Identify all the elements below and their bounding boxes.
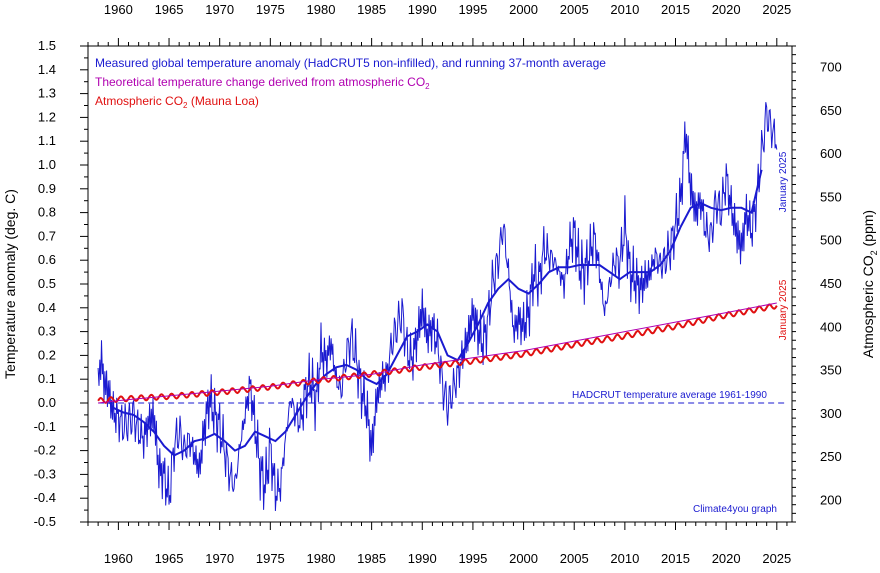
x-tick-label-bottom: 1980 (307, 551, 336, 566)
y-tick-label-left: 1.5 (38, 38, 56, 53)
axis-ticks: 1960 1960 1965 1965 1970 1970 1975 1975 1980 1980… (34, 2, 842, 566)
y-tick-label-left: 0.0 (38, 395, 56, 410)
legend-entry: Measured global temperature anomaly (Had… (95, 56, 606, 70)
x-tick-label-top: 1975 (256, 2, 285, 17)
y-tick-label-left: 0.7 (38, 228, 56, 243)
legend-entry: Atmospheric CO2 (Mauna Loa) (95, 94, 259, 110)
x-tick-label-top: 2020 (712, 2, 741, 17)
x-tick-label-top: 2005 (560, 2, 589, 17)
y-tick-label-left: 1.0 (38, 157, 56, 172)
y-tick-label-right: 550 (820, 189, 842, 204)
y-tick-label-left: 0.3 (38, 324, 56, 339)
temp-end-label: January 2025 (778, 151, 789, 212)
temperature-37-month-average-line (112, 169, 763, 457)
temperature-monthly-line (97, 102, 778, 512)
y-tick-label-right: 300 (820, 406, 842, 421)
x-tick-label-bottom: 1990 (408, 551, 437, 566)
x-tick-label-bottom: 1960 (104, 551, 133, 566)
x-tick-label-bottom: 2005 (560, 551, 589, 566)
x-tick-label-bottom: 2010 (610, 551, 639, 566)
y-tick-label-left: 0.6 (38, 252, 56, 267)
legend: Measured global temperature anomaly (Had… (95, 56, 606, 110)
credit-label: Climate4you graph (693, 504, 777, 515)
y-tick-label-right: 500 (820, 233, 842, 248)
y-tick-label-left: 0.4 (38, 300, 56, 315)
y-tick-label-left: -0.5 (34, 514, 56, 529)
x-tick-label-top: 2010 (610, 2, 639, 17)
y-tick-label-right: 350 (820, 363, 842, 378)
y-tick-label-right: 650 (820, 103, 842, 118)
y-tick-label-left: 1.4 (38, 62, 56, 77)
x-tick-label-top: 1985 (357, 2, 386, 17)
y-axis-title-right: Atmospheric CO2 (ppm) (860, 210, 879, 358)
y-tick-label-left: 1.2 (38, 109, 56, 124)
co2-line (97, 303, 778, 404)
theoretical-temperature-line (98, 302, 777, 404)
y-tick-label-left: -0.2 (34, 443, 56, 458)
x-tick-label-top: 1965 (155, 2, 184, 17)
y-tick-label-left: 0.1 (38, 371, 56, 386)
x-tick-label-bottom: 2000 (509, 551, 538, 566)
y-tick-label-left: 1.1 (38, 133, 56, 148)
x-tick-label-bottom: 1965 (155, 551, 184, 566)
y-tick-label-right: 600 (820, 146, 842, 161)
x-tick-label-top: 1990 (408, 2, 437, 17)
y-tick-label-left: -0.4 (34, 490, 56, 505)
y-tick-label-left: 0.5 (38, 276, 56, 291)
y-tick-label-right: 200 (820, 492, 842, 507)
y-tick-label-left: 0.9 (38, 181, 56, 196)
y-tick-label-left: 0.8 (38, 205, 56, 220)
y-tick-label-right: 400 (820, 319, 842, 334)
co2-end-label: January 2025 (778, 279, 789, 340)
x-tick-label-bottom: 2025 (762, 551, 791, 566)
x-tick-label-top: 2025 (762, 2, 791, 17)
plot-frame (87, 45, 793, 523)
x-tick-label-bottom: 2020 (712, 551, 741, 566)
y-tick-label-left: 1.3 (38, 86, 56, 101)
x-tick-label-bottom: 1975 (256, 551, 285, 566)
y-tick-label-left: -0.3 (34, 466, 56, 481)
y-tick-label-left: -0.1 (34, 419, 56, 434)
x-tick-label-top: 1970 (205, 2, 234, 17)
x-tick-label-bottom: 1970 (205, 551, 234, 566)
x-tick-label-bottom: 1995 (458, 551, 487, 566)
baseline-label: HADCRUT temperature average 1961-1990 (572, 390, 767, 401)
x-tick-label-top: 1960 (104, 2, 133, 17)
series-layer (97, 102, 778, 512)
x-tick-label-top: 1995 (458, 2, 487, 17)
y-axis-title-left: Temperature anomaly (deg. C) (2, 189, 18, 379)
y-tick-label-left: 0.2 (38, 347, 56, 362)
legend-entry: Theoretical temperature change derived f… (95, 75, 430, 91)
x-tick-label-bottom: 2015 (661, 551, 690, 566)
x-tick-label-top: 2015 (661, 2, 690, 17)
y-tick-label-right: 700 (820, 60, 842, 75)
x-tick-label-top: 1980 (307, 2, 336, 17)
x-tick-label-top: 2000 (509, 2, 538, 17)
y-tick-label-right: 450 (820, 276, 842, 291)
y-tick-label-right: 250 (820, 449, 842, 464)
x-tick-label-bottom: 1985 (357, 551, 386, 566)
